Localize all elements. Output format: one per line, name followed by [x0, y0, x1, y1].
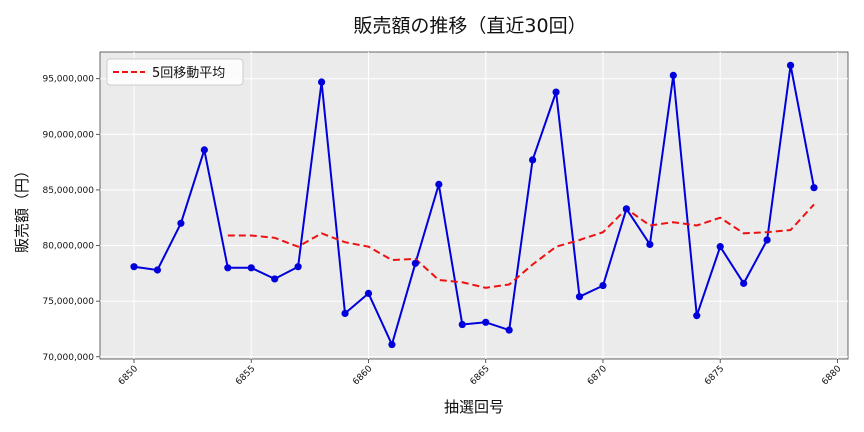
- legend: 5回移動平均: [106, 58, 244, 86]
- sales-point: [529, 156, 537, 164]
- sales-point: [669, 71, 677, 79]
- y-tick-label: 90,000,000: [42, 130, 94, 140]
- y-axis-label: 販売額（円）: [13, 163, 31, 253]
- sales-point: [810, 184, 818, 192]
- moving-average-line: [227, 203, 815, 289]
- plot-area: [99, 51, 849, 360]
- sales-point: [271, 275, 279, 283]
- sales-point: [482, 318, 490, 326]
- sales-point: [575, 293, 584, 301]
- x-tick-label: 6875: [703, 364, 726, 387]
- sales-point: [200, 146, 208, 154]
- sales-point: [763, 236, 771, 244]
- sales-point: [740, 279, 748, 287]
- x-tick-label: 6865: [469, 364, 492, 387]
- x-tick-label: 6850: [117, 364, 140, 387]
- sales-point: [317, 78, 326, 86]
- legend-box: [106, 58, 244, 86]
- sales-point: [599, 281, 607, 290]
- sales-point: [388, 340, 396, 349]
- x-tick-label: 6870: [586, 364, 609, 387]
- sales-point: [341, 309, 349, 317]
- sales-point: [552, 88, 560, 96]
- sales-point: [177, 219, 185, 227]
- chart-title: 販売額の推移（直近30回）: [353, 15, 586, 37]
- legend-label-moving-average: 5回移動平均: [152, 66, 225, 81]
- y-tick-label: 75,000,000: [42, 297, 94, 307]
- sales-point: [693, 312, 701, 320]
- sales-point: [435, 180, 443, 188]
- sales-point: [716, 243, 724, 251]
- sales-point: [786, 61, 795, 69]
- y-tick-label: 80,000,000: [42, 242, 94, 252]
- sales-point: [153, 266, 162, 274]
- y-tick-label: 95,000,000: [42, 75, 94, 85]
- x-tick-label: 6880: [820, 364, 843, 387]
- x-tick-label: 6860: [351, 364, 374, 387]
- sales-point: [622, 205, 631, 213]
- sales-point: [505, 326, 513, 334]
- sales-point: [247, 264, 255, 272]
- y-tick-label: 70,000,000: [42, 353, 94, 363]
- sales-point: [411, 259, 419, 267]
- x-tick-label: 6855: [234, 364, 257, 387]
- sales-point: [458, 320, 466, 329]
- sales-point: [294, 263, 302, 271]
- sales-point: [364, 289, 373, 297]
- sales-point: [130, 263, 138, 271]
- sales-point: [646, 240, 654, 249]
- series-layer: [130, 61, 818, 349]
- x-axis-label: 抽選回号: [444, 398, 504, 416]
- sales-line: [133, 64, 815, 346]
- y-tick-label: 85,000,000: [42, 186, 94, 196]
- sales-point: [224, 264, 232, 272]
